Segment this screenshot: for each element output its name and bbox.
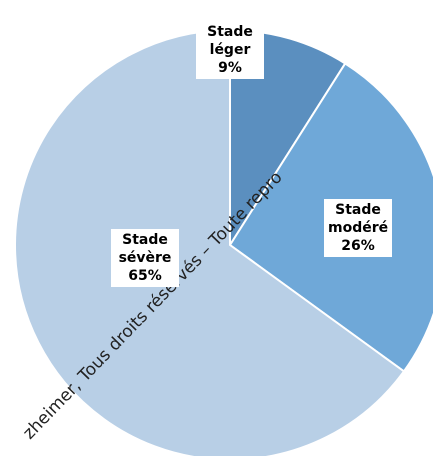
data-label: Stade sévère 65% <box>111 229 179 287</box>
slice <box>14 28 406 456</box>
value-label: 26% <box>341 238 375 254</box>
category-label: Stade sévère <box>118 232 172 266</box>
category-label: Stade modéré <box>328 202 389 236</box>
data-label: Stade modéré 26% <box>324 199 392 257</box>
value-label: 65% <box>128 268 162 284</box>
data-label: Stade léger 9% <box>196 21 264 79</box>
value-label: 9% <box>218 60 242 76</box>
category-label: Stade léger <box>207 24 253 58</box>
